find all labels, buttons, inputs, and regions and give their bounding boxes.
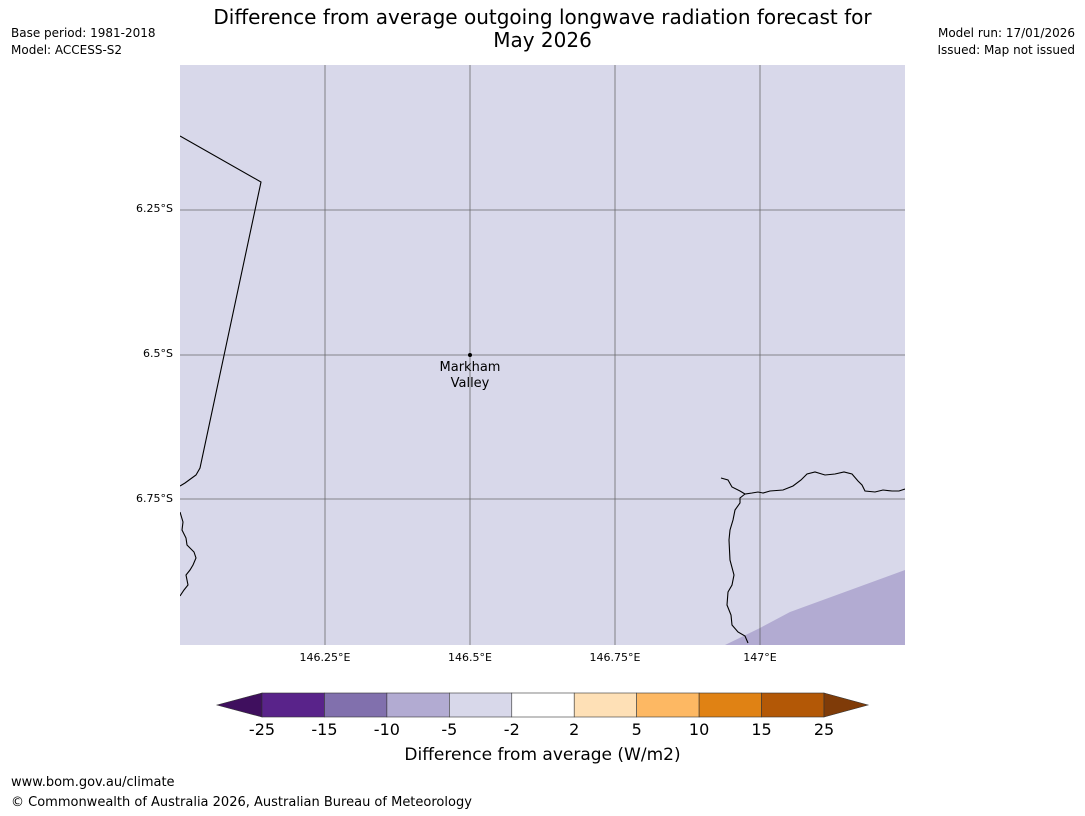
colorbar-segment: [636, 692, 700, 718]
colorbar-extend-low: [215, 692, 263, 718]
colorbar-segment: [449, 692, 513, 718]
coastline-east: [720, 471, 905, 495]
lat-label-6-75: 6.75°S: [136, 492, 173, 505]
colorbar-tick-label: -2: [503, 720, 520, 739]
header-left-info: Base period: 1981-2018 Model: ACCESS-S2: [11, 25, 156, 59]
colorbar-tick-label: -10: [373, 720, 400, 739]
colorbar-tick-label: 10: [688, 720, 710, 739]
issued-text: Issued: Map not issued: [937, 43, 1075, 57]
model-run-text: Model run: 17/01/2026: [937, 26, 1075, 40]
colorbar-tick-label: -5: [441, 720, 458, 739]
colorbar-segment: [511, 692, 575, 718]
header-right-info: Model run: 17/01/2026 Issued: Map not is…: [937, 25, 1075, 59]
coastline-west: [180, 511, 197, 597]
colorbar-tick-label: 2: [569, 720, 580, 739]
colorbar-tick-label: -25: [248, 720, 276, 739]
footer-url: www.bom.gov.au/climate: [11, 775, 175, 790]
lat-label-6-5: 6.5°S: [143, 347, 173, 360]
lon-label-146-5: 146.5°E: [448, 651, 492, 664]
map-title-line1: Difference from average outgoing longwav…: [213, 5, 872, 29]
lat-label-6-25: 6.25°S: [136, 202, 173, 215]
lon-label-146-75: 146.75°E: [589, 651, 641, 664]
place-label-line1: Markham: [439, 360, 501, 375]
colorbar-segment: [761, 692, 825, 718]
gridlines: [180, 65, 905, 645]
colorbar-label: Difference from average (W/m2): [404, 745, 681, 765]
colorbar-segment: [386, 692, 450, 718]
colorbar-tick-label: 5: [631, 720, 642, 739]
coastline-south: [726, 493, 749, 644]
lon-label-147: 147°E: [743, 651, 777, 664]
colorbar-tick-label: -15: [311, 720, 338, 739]
map-title-line2: May 2026: [493, 28, 592, 52]
colorbar-segment: [698, 692, 762, 718]
colorbar-segment: [573, 692, 637, 718]
footer-copyright: © Commonwealth of Australia 2026, Austra…: [11, 795, 472, 810]
anomaly-patch: [725, 570, 905, 645]
colorbar-segment: [261, 692, 325, 718]
province-boundary: [180, 135, 262, 487]
markham-valley-marker: [468, 353, 472, 357]
place-label-markham-valley: Markham Valley: [440, 360, 501, 392]
model-text: Model: ACCESS-S2: [11, 43, 123, 57]
place-label-line2: Valley: [450, 376, 490, 391]
colorbar-tick-label: 15: [751, 720, 772, 739]
base-period-text: Base period: 1981-2018: [11, 26, 156, 40]
colorbar-segment: [324, 692, 388, 718]
lon-label-146-25: 146.25°E: [299, 651, 351, 664]
colorbar-extend-high: [823, 692, 870, 718]
colorbar-tick-label: 25: [813, 720, 835, 739]
map-title: Difference from average outgoing longwav…: [180, 6, 905, 52]
